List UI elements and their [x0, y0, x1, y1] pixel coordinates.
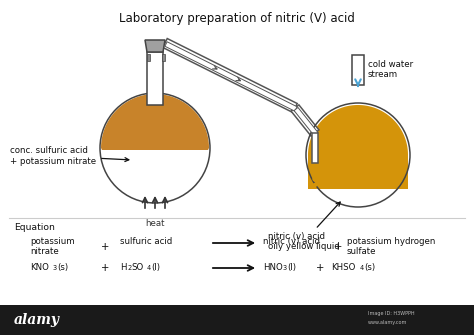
- Text: potassium
nitrate: potassium nitrate: [30, 237, 74, 256]
- Text: sulfuric acid: sulfuric acid: [120, 237, 172, 246]
- Text: heat: heat: [145, 219, 165, 228]
- Polygon shape: [101, 94, 209, 150]
- Text: +: +: [316, 263, 324, 273]
- Text: (l): (l): [151, 263, 160, 272]
- Text: 4: 4: [360, 265, 364, 270]
- Bar: [147, 54, 150, 61]
- Text: (s): (s): [57, 263, 68, 272]
- Text: 3: 3: [283, 265, 287, 270]
- Circle shape: [100, 93, 210, 203]
- Text: H: H: [120, 263, 127, 272]
- Bar: [352, 55, 364, 85]
- Text: +: +: [334, 242, 342, 252]
- Text: KHSO: KHSO: [331, 263, 356, 272]
- Polygon shape: [312, 133, 318, 163]
- Text: Equation: Equation: [14, 223, 55, 232]
- Polygon shape: [145, 40, 165, 52]
- Polygon shape: [165, 42, 297, 111]
- Circle shape: [313, 177, 317, 181]
- Circle shape: [313, 184, 317, 187]
- Text: Image ID: H3WPPH: Image ID: H3WPPH: [368, 311, 415, 316]
- Text: nitric (v) acid
oily yellow liquid: nitric (v) acid oily yellow liquid: [268, 202, 340, 251]
- Text: 2: 2: [127, 265, 131, 270]
- Polygon shape: [147, 52, 163, 105]
- Text: SO: SO: [131, 263, 143, 272]
- Text: nitric (v) acid: nitric (v) acid: [263, 237, 320, 246]
- Text: +: +: [101, 263, 109, 273]
- Circle shape: [306, 103, 410, 207]
- Text: KNO: KNO: [30, 263, 49, 272]
- Text: (l): (l): [287, 263, 296, 272]
- Circle shape: [312, 169, 318, 174]
- Bar: [0, 305, 474, 335]
- Text: www.alamy.com: www.alamy.com: [368, 320, 407, 325]
- Text: conc. sulfuric acid
+ potassium nitrate: conc. sulfuric acid + potassium nitrate: [10, 146, 129, 166]
- Polygon shape: [308, 105, 408, 189]
- Text: potassium hydrogen
sulfate: potassium hydrogen sulfate: [347, 237, 436, 256]
- Text: 3: 3: [53, 265, 57, 270]
- Bar: [162, 54, 165, 61]
- Text: +: +: [101, 242, 109, 252]
- Text: 4: 4: [147, 265, 151, 270]
- Polygon shape: [163, 39, 297, 113]
- Text: (s): (s): [364, 263, 375, 272]
- Text: alamy: alamy: [14, 313, 60, 327]
- Polygon shape: [294, 108, 318, 136]
- Text: cold water
stream: cold water stream: [368, 60, 413, 79]
- Text: HNO: HNO: [263, 263, 283, 272]
- Text: Laboratory preparation of nitric (V) acid: Laboratory preparation of nitric (V) aci…: [119, 12, 355, 25]
- Polygon shape: [291, 105, 319, 136]
